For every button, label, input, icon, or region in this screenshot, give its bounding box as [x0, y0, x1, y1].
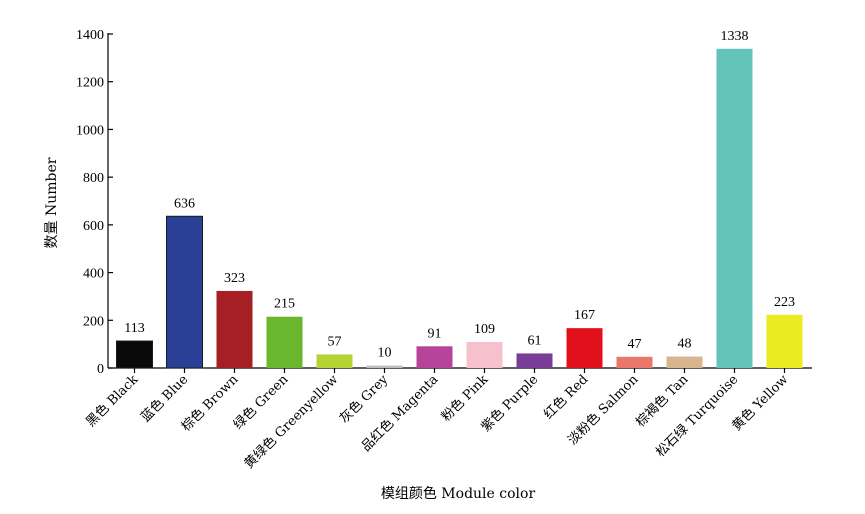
- x-axis: [108, 367, 812, 373]
- y-tick-label: 800: [83, 171, 104, 186]
- data-label: 636: [174, 196, 195, 211]
- data-label: 109: [474, 322, 495, 337]
- y-tick-label: 1400: [76, 28, 104, 43]
- data-label: 323: [224, 271, 245, 286]
- y-tick-label: 600: [83, 219, 104, 234]
- x-tick-label: 黑色 Black: [83, 371, 142, 430]
- data-label: 167: [574, 308, 595, 323]
- data-label: 48: [678, 337, 692, 352]
- y-tick-label: 1200: [76, 76, 104, 91]
- y-tick-label: 200: [83, 314, 104, 329]
- y-axis-title: 数量 Number: [44, 157, 60, 248]
- bar: [666, 356, 703, 368]
- bar: [516, 353, 553, 368]
- x-tick-label: 粉色 Pink: [438, 371, 491, 424]
- x-tick-label: 红色 Red: [540, 372, 591, 423]
- x-axis-title: 模组颜色 Module color: [381, 485, 536, 502]
- x-tick-label: 蓝色 Blue: [138, 371, 192, 425]
- bar: [566, 328, 603, 368]
- data-label: 61: [528, 333, 542, 348]
- bar: [216, 290, 253, 368]
- y-tick-label: 1000: [76, 123, 104, 138]
- bar: [316, 354, 353, 368]
- data-label: 223: [774, 295, 795, 310]
- bar: [166, 215, 203, 369]
- bar: [716, 48, 753, 368]
- bar: [366, 365, 403, 368]
- bars: [116, 48, 803, 369]
- y-tick-label: 0: [97, 362, 104, 377]
- y-axis: 0 200 400 600 800 1000 1200 1400: [76, 28, 113, 377]
- bar: [616, 356, 653, 368]
- data-label: 113: [124, 321, 144, 336]
- data-label: 215: [274, 297, 295, 312]
- data-label: 57: [328, 334, 342, 349]
- y-tick-label: 400: [83, 267, 104, 282]
- data-label: 91: [428, 326, 442, 341]
- data-label: 1338: [721, 29, 749, 44]
- x-tick-label: 黄绿色 Greenyellow: [241, 372, 341, 472]
- bar: [116, 340, 153, 369]
- bar: [766, 314, 803, 368]
- bar: [266, 316, 303, 368]
- data-labels: 113 636 323 215 57 10 91 109 61 167 47 48 1338 223: [124, 29, 795, 361]
- bar: [466, 341, 503, 368]
- data-label: 10: [378, 346, 392, 361]
- data-label: 47: [628, 337, 642, 352]
- bar: [416, 346, 453, 368]
